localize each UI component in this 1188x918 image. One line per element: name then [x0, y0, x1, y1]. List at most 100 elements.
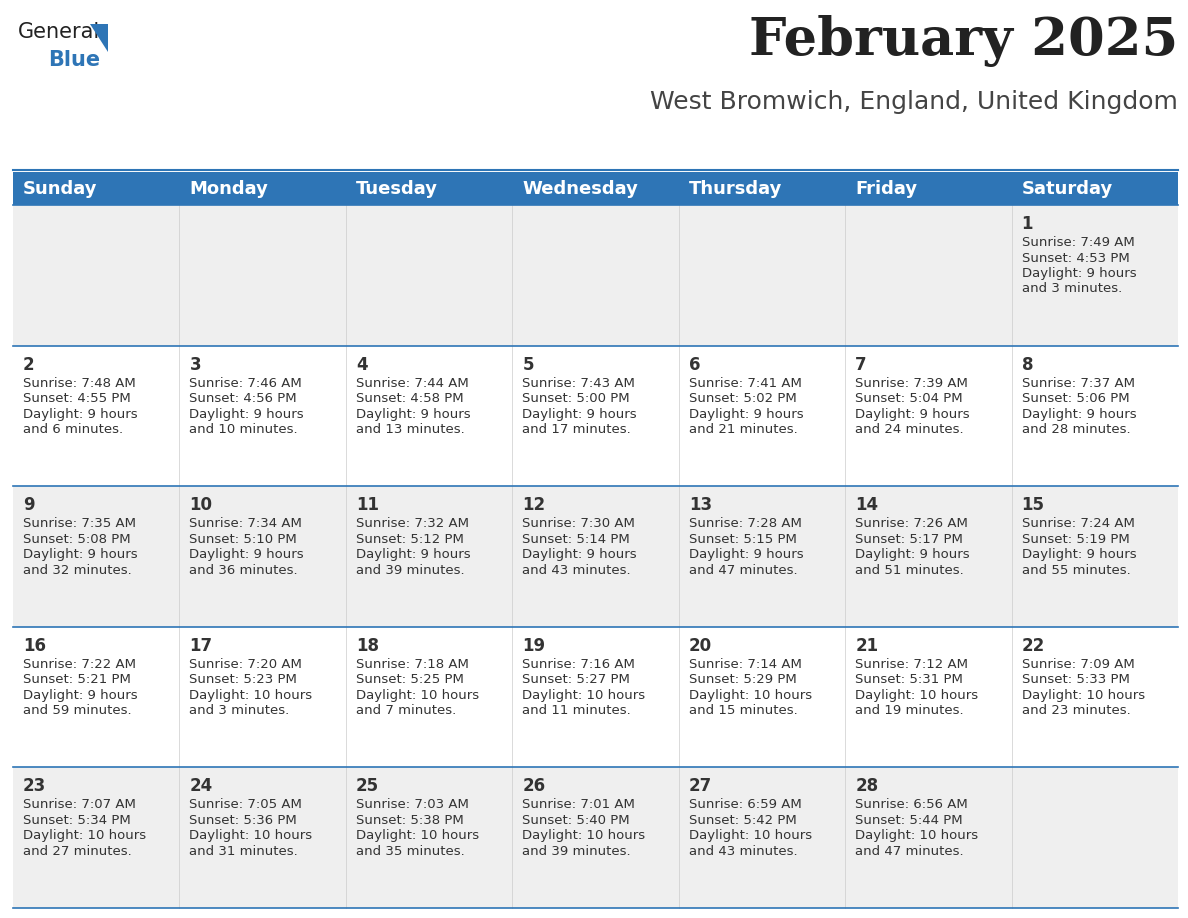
Text: 10: 10	[189, 497, 213, 514]
Text: Sunrise: 7:05 AM: Sunrise: 7:05 AM	[189, 799, 302, 812]
Text: 22: 22	[1022, 637, 1044, 655]
Text: Sunrise: 6:56 AM: Sunrise: 6:56 AM	[855, 799, 968, 812]
Text: Sunrise: 7:12 AM: Sunrise: 7:12 AM	[855, 658, 968, 671]
Text: Sunset: 5:08 PM: Sunset: 5:08 PM	[23, 532, 131, 545]
Text: Sunset: 4:56 PM: Sunset: 4:56 PM	[189, 392, 297, 405]
Text: and 43 minutes.: and 43 minutes.	[523, 564, 631, 577]
Text: Sunset: 5:21 PM: Sunset: 5:21 PM	[23, 673, 131, 687]
Text: Sunset: 4:55 PM: Sunset: 4:55 PM	[23, 392, 131, 405]
Text: Sunrise: 7:22 AM: Sunrise: 7:22 AM	[23, 658, 135, 671]
Text: 13: 13	[689, 497, 712, 514]
Text: Sunrise: 7:03 AM: Sunrise: 7:03 AM	[356, 799, 469, 812]
Text: West Bromwich, England, United Kingdom: West Bromwich, England, United Kingdom	[650, 90, 1178, 114]
Text: 18: 18	[356, 637, 379, 655]
Text: and 31 minutes.: and 31 minutes.	[189, 845, 298, 858]
Text: Daylight: 10 hours: Daylight: 10 hours	[689, 829, 811, 843]
Text: Daylight: 10 hours: Daylight: 10 hours	[189, 688, 312, 701]
Text: and 7 minutes.: and 7 minutes.	[356, 704, 456, 717]
Text: Sunrise: 7:14 AM: Sunrise: 7:14 AM	[689, 658, 802, 671]
Text: Sunset: 5:17 PM: Sunset: 5:17 PM	[855, 532, 963, 545]
Text: and 3 minutes.: and 3 minutes.	[1022, 283, 1121, 296]
Text: and 24 minutes.: and 24 minutes.	[855, 423, 963, 436]
Text: Sunset: 5:44 PM: Sunset: 5:44 PM	[855, 814, 962, 827]
Text: and 17 minutes.: and 17 minutes.	[523, 423, 631, 436]
Text: Sunset: 5:06 PM: Sunset: 5:06 PM	[1022, 392, 1130, 405]
Text: Daylight: 9 hours: Daylight: 9 hours	[1022, 548, 1136, 561]
Text: Saturday: Saturday	[1022, 180, 1113, 197]
Text: and 36 minutes.: and 36 minutes.	[189, 564, 298, 577]
Text: Sunset: 5:19 PM: Sunset: 5:19 PM	[1022, 532, 1130, 545]
Text: 4: 4	[356, 355, 367, 374]
Text: Sunrise: 7:34 AM: Sunrise: 7:34 AM	[189, 517, 302, 531]
Text: and 55 minutes.: and 55 minutes.	[1022, 564, 1130, 577]
Text: 2: 2	[23, 355, 34, 374]
Text: 24: 24	[189, 778, 213, 795]
Text: 23: 23	[23, 778, 46, 795]
Text: and 28 minutes.: and 28 minutes.	[1022, 423, 1130, 436]
Text: Sunrise: 7:30 AM: Sunrise: 7:30 AM	[523, 517, 636, 531]
Text: Daylight: 10 hours: Daylight: 10 hours	[855, 829, 978, 843]
Text: and 43 minutes.: and 43 minutes.	[689, 845, 797, 858]
Text: Daylight: 10 hours: Daylight: 10 hours	[23, 829, 146, 843]
Text: and 21 minutes.: and 21 minutes.	[689, 423, 797, 436]
Bar	[13, 487, 1178, 627]
Text: and 19 minutes.: and 19 minutes.	[855, 704, 963, 717]
Bar	[13, 767, 1178, 908]
Text: and 39 minutes.: and 39 minutes.	[523, 845, 631, 858]
Text: 7: 7	[855, 355, 867, 374]
Bar	[13, 172, 1178, 205]
Text: Sunrise: 7:24 AM: Sunrise: 7:24 AM	[1022, 517, 1135, 531]
Text: Daylight: 9 hours: Daylight: 9 hours	[523, 408, 637, 420]
Text: Sunset: 5:34 PM: Sunset: 5:34 PM	[23, 814, 131, 827]
Text: and 3 minutes.: and 3 minutes.	[189, 704, 290, 717]
Text: Daylight: 10 hours: Daylight: 10 hours	[689, 688, 811, 701]
Text: 5: 5	[523, 355, 533, 374]
Text: Daylight: 9 hours: Daylight: 9 hours	[189, 548, 304, 561]
Text: 8: 8	[1022, 355, 1034, 374]
Text: Tuesday: Tuesday	[356, 180, 438, 197]
Text: Daylight: 10 hours: Daylight: 10 hours	[356, 829, 479, 843]
Text: Daylight: 9 hours: Daylight: 9 hours	[855, 408, 969, 420]
Text: and 11 minutes.: and 11 minutes.	[523, 704, 631, 717]
Text: Sunset: 5:42 PM: Sunset: 5:42 PM	[689, 814, 796, 827]
Text: 11: 11	[356, 497, 379, 514]
Text: Daylight: 9 hours: Daylight: 9 hours	[1022, 408, 1136, 420]
Text: Sunrise: 7:43 AM: Sunrise: 7:43 AM	[523, 376, 636, 389]
Text: Sunrise: 7:09 AM: Sunrise: 7:09 AM	[1022, 658, 1135, 671]
Text: Sunset: 5:29 PM: Sunset: 5:29 PM	[689, 673, 796, 687]
Text: Daylight: 9 hours: Daylight: 9 hours	[189, 408, 304, 420]
Text: Daylight: 9 hours: Daylight: 9 hours	[1022, 267, 1136, 280]
Text: and 13 minutes.: and 13 minutes.	[356, 423, 465, 436]
Text: Sunset: 5:27 PM: Sunset: 5:27 PM	[523, 673, 630, 687]
Text: Daylight: 10 hours: Daylight: 10 hours	[855, 688, 978, 701]
Text: Sunrise: 7:01 AM: Sunrise: 7:01 AM	[523, 799, 636, 812]
Text: Sunset: 5:02 PM: Sunset: 5:02 PM	[689, 392, 796, 405]
Text: and 39 minutes.: and 39 minutes.	[356, 564, 465, 577]
Text: Sunrise: 7:46 AM: Sunrise: 7:46 AM	[189, 376, 302, 389]
Text: Sunset: 5:00 PM: Sunset: 5:00 PM	[523, 392, 630, 405]
Text: General: General	[18, 22, 100, 42]
Text: Daylight: 9 hours: Daylight: 9 hours	[855, 548, 969, 561]
Text: Sunrise: 7:32 AM: Sunrise: 7:32 AM	[356, 517, 469, 531]
Text: Sunrise: 7:44 AM: Sunrise: 7:44 AM	[356, 376, 468, 389]
Text: 21: 21	[855, 637, 878, 655]
Text: Sunday: Sunday	[23, 180, 97, 197]
Text: Daylight: 10 hours: Daylight: 10 hours	[1022, 688, 1145, 701]
Text: Daylight: 10 hours: Daylight: 10 hours	[523, 688, 645, 701]
Text: Daylight: 9 hours: Daylight: 9 hours	[523, 548, 637, 561]
Text: Sunset: 5:10 PM: Sunset: 5:10 PM	[189, 532, 297, 545]
Text: and 23 minutes.: and 23 minutes.	[1022, 704, 1130, 717]
Text: 26: 26	[523, 778, 545, 795]
Text: Thursday: Thursday	[689, 180, 782, 197]
Text: Sunset: 5:25 PM: Sunset: 5:25 PM	[356, 673, 463, 687]
Text: Sunrise: 7:39 AM: Sunrise: 7:39 AM	[855, 376, 968, 389]
Text: 20: 20	[689, 637, 712, 655]
Text: 6: 6	[689, 355, 700, 374]
Text: 1: 1	[1022, 215, 1034, 233]
Text: Sunrise: 7:41 AM: Sunrise: 7:41 AM	[689, 376, 802, 389]
Text: Sunrise: 7:07 AM: Sunrise: 7:07 AM	[23, 799, 135, 812]
Text: Sunset: 4:58 PM: Sunset: 4:58 PM	[356, 392, 463, 405]
Text: Sunrise: 7:35 AM: Sunrise: 7:35 AM	[23, 517, 135, 531]
Text: and 6 minutes.: and 6 minutes.	[23, 423, 124, 436]
Text: Sunrise: 7:28 AM: Sunrise: 7:28 AM	[689, 517, 802, 531]
